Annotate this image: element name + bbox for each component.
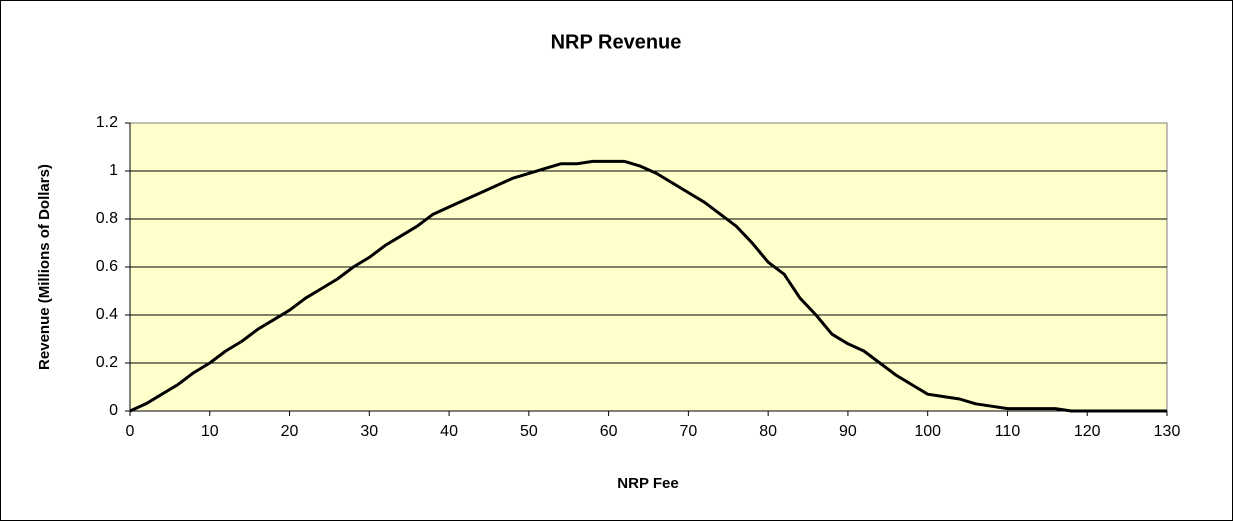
- x-tick-label: 0: [126, 423, 135, 440]
- x-tick-label: 90: [839, 423, 857, 440]
- y-tick-label: 0.4: [96, 306, 118, 323]
- x-tick-label: 50: [520, 423, 538, 440]
- x-tick-label: 100: [914, 423, 941, 440]
- x-tick-label: 30: [360, 423, 378, 440]
- y-axis-label: Revenue (Millions of Dollars): [36, 164, 53, 370]
- x-tick-label: 110: [995, 423, 1021, 440]
- x-tick-label: 20: [281, 423, 299, 440]
- chart-title: NRP Revenue: [551, 31, 682, 53]
- x-tick-label: 40: [440, 423, 458, 440]
- x-tick-label: 130: [1154, 423, 1181, 440]
- x-axis-label: NRP Fee: [617, 475, 678, 492]
- y-tick-label: 1: [109, 162, 118, 179]
- x-tick-label: 80: [759, 423, 777, 440]
- y-tick-label: 0.8: [96, 210, 118, 227]
- x-tick-label: 10: [201, 423, 219, 440]
- x-tick-label: 120: [1074, 423, 1101, 440]
- y-tick-label: 0.6: [96, 258, 118, 275]
- x-tick-label: 70: [679, 423, 697, 440]
- y-tick-label: 0.2: [96, 354, 118, 371]
- line-series: [129, 159, 1167, 413]
- y-tick-label: 0: [109, 402, 118, 419]
- y-tick-label: 1.2: [96, 114, 118, 131]
- x-tick-label: 60: [600, 423, 618, 440]
